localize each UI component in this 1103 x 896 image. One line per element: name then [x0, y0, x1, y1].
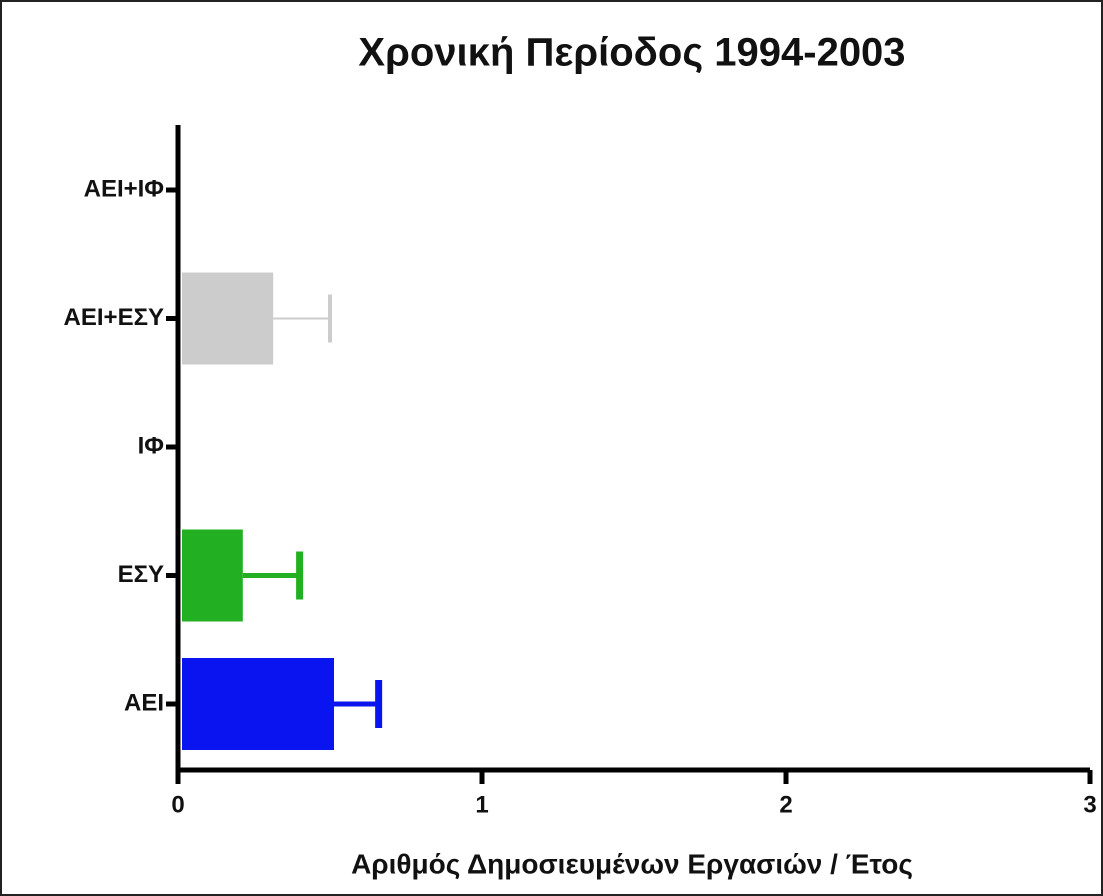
y-tick-label: ΕΣΥ [118, 561, 164, 588]
x-axis-label: Αριθμός Δημοσιευμένων Εργασιών / Έτος [351, 848, 913, 879]
x-tick-label: 2 [779, 791, 792, 818]
x-tick-label: 3 [1083, 791, 1096, 818]
bar [182, 658, 334, 750]
y-tick-label: ΑΕΙ+ΕΣΥ [64, 304, 164, 331]
y-tick-label: ΑΕΙ [124, 689, 164, 716]
chart-title: Χρονική Περίοδος 1994-2003 [358, 31, 905, 75]
x-tick-label: 0 [171, 791, 184, 818]
bar [182, 272, 274, 365]
y-tick-label: ΙΦ [138, 432, 164, 459]
y-tick-label: ΑΕΙ+ΙΦ [84, 175, 164, 202]
bar [182, 529, 243, 622]
x-tick-label: 1 [475, 791, 488, 818]
